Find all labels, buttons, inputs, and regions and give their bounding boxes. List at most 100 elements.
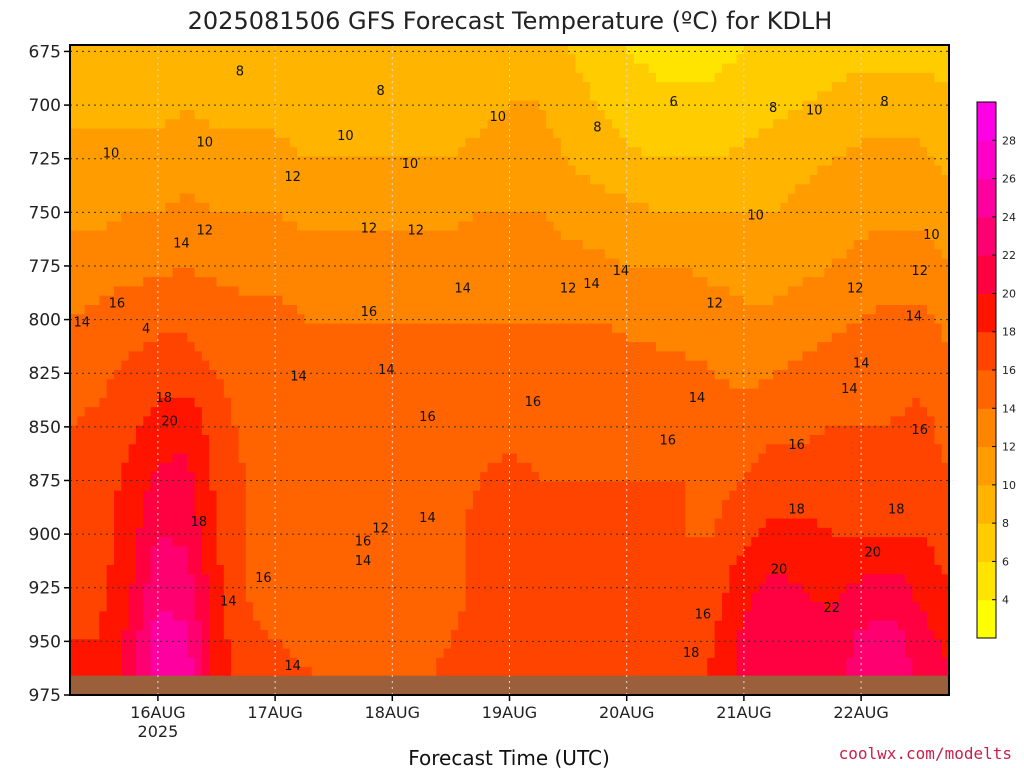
temperature-cell [861,110,870,120]
temperature-cell [472,221,481,232]
temperature-cell [443,119,452,130]
temperature-cell [333,425,342,436]
temperature-cell [223,342,232,353]
temperature-cell [245,202,254,213]
temperature-cell [333,351,342,362]
temperature-cell [267,137,276,148]
temperature-cell [260,91,269,102]
temperature-cell [553,416,562,427]
temperature-cell [187,184,196,195]
temperature-cell [619,147,628,158]
temperature-cell [524,193,533,204]
temperature-cell [297,147,305,158]
temperature-cell [560,128,569,139]
temperature-cell [289,45,298,55]
temperature-cell [824,165,833,176]
temperature-cell [809,91,818,102]
temperature-cell [245,360,254,371]
temperature-cell [135,397,144,408]
temperature-cell [172,100,181,111]
temperature-cell [641,249,650,260]
temperature-cell [91,137,100,148]
temperature-cell [150,342,159,353]
temperature-cell [311,119,320,130]
temperature-cell [216,305,225,315]
temperature-cell [604,240,613,250]
temperature-cell [809,230,818,241]
temperature-cell [392,379,401,390]
temperature-cell [363,370,371,380]
temperature-cell [194,240,203,250]
temperature-cell [736,388,745,399]
temperature-cell [795,119,804,130]
temperature-cell [179,342,188,353]
temperature-cell [912,137,921,148]
temperature-cell [934,286,943,297]
temperature-cell [77,110,86,120]
temperature-cell [663,323,672,334]
temperature-cell [619,72,628,83]
temperature-cell [443,156,452,167]
temperature-cell [377,425,386,436]
temperature-cell [765,128,774,139]
temperature-cell [582,323,591,334]
temperature-cell [634,258,642,269]
temperature-cell [91,397,100,408]
temperature-cell [839,379,848,390]
temperature-cell [524,137,533,148]
temperature-cell [267,184,276,195]
temperature-cell [612,175,620,185]
temperature-cell [414,72,423,83]
temperature-cell [802,137,811,148]
temperature-cell [77,184,86,195]
temperature-cell [165,110,174,120]
temperature-cell [905,370,913,380]
temperature-cell [260,342,269,353]
temperature-cell [802,351,811,362]
temperature-cell [736,110,745,120]
temperature-cell [670,165,679,176]
temperature-cell [165,212,174,223]
temperature-cell [326,45,335,55]
temperature-cell [685,72,694,83]
temperature-cell [905,416,913,427]
temperature-cell [157,342,166,353]
temperature-cell [714,397,723,408]
temperature-cell [677,100,686,111]
temperature-cell [363,342,371,353]
temperature-cell [751,379,760,390]
temperature-cell [450,351,459,362]
temperature-cell [839,221,848,232]
temperature-cell [341,416,349,427]
temperature-cell [187,45,196,55]
temperature-cell [721,165,730,176]
temperature-cell [304,128,313,139]
temperature-cell [927,388,935,399]
temperature-cell [399,147,408,158]
temperature-cell [392,63,401,74]
temperature-cell [670,351,679,362]
temperature-cell [165,249,174,260]
temperature-cell [406,63,415,74]
temperature-cell [458,230,467,241]
temperature-cell [282,147,291,158]
temperature-cell [919,379,928,390]
temperature-cell [795,267,804,278]
temperature-cell [70,425,78,436]
temperature-cell [883,277,891,288]
temperature-cell [370,212,379,223]
temperature-cell [289,397,298,408]
temperature-cell [714,91,723,102]
temperature-cell [707,221,716,232]
temperature-cell [143,342,152,353]
temperature-cell [355,119,364,130]
temperature-cell [84,184,93,195]
temperature-cell [282,286,291,297]
temperature-cell [743,82,752,93]
temperature-cell [384,258,393,269]
temperature-cell [934,360,943,371]
temperature-cell [538,379,547,390]
temperature-cell [890,45,899,55]
temperature-cell [516,119,525,130]
temperature-cell [568,379,577,390]
